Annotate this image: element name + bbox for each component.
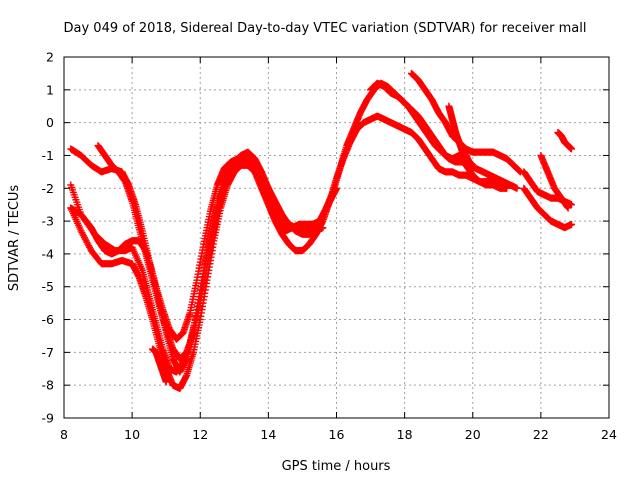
chart-title: Day 049 of 2018, Sidereal Day-to-day VTE…: [64, 21, 587, 36]
x-tick-label: 16: [329, 427, 345, 442]
series-trace-g: [367, 79, 504, 189]
data-point: [513, 184, 521, 192]
y-tick-label: -4: [42, 246, 55, 261]
series-trace-f: [407, 69, 524, 176]
x-tick-label: 20: [465, 427, 481, 442]
y-tick-label: -5: [42, 279, 54, 294]
x-tick-label: 12: [192, 427, 208, 442]
x-tick-label: 8: [60, 427, 68, 442]
data-point: [469, 161, 477, 169]
series-trace-l: [554, 128, 576, 153]
data-point: [333, 184, 340, 192]
data-point: [162, 378, 170, 386]
series-trace-n: [322, 184, 340, 212]
y-tick-label: -7: [42, 345, 54, 360]
data-point: [496, 181, 504, 189]
data-point: [564, 204, 572, 212]
x-tick-label: 18: [397, 427, 413, 442]
x-tick-label: 22: [533, 427, 549, 442]
y-axis-label: SDTVAR / TECUs: [7, 185, 22, 292]
y-tick-label: 1: [46, 82, 54, 97]
x-axis-label: GPS time / hours: [282, 459, 391, 474]
x-tick-label: 24: [601, 427, 617, 442]
data-point: [568, 220, 576, 228]
series-trace-m: [149, 345, 170, 386]
y-tick-label: 2: [46, 50, 54, 65]
y-tick-label: -1: [42, 148, 54, 163]
series-trace-e: [94, 142, 320, 363]
data-point: [319, 224, 327, 232]
series-trace-j: [520, 184, 576, 232]
y-tick-label: -8: [42, 378, 55, 393]
grid: [64, 57, 609, 418]
series-trace-h: [445, 102, 477, 169]
x-tick-label: 14: [260, 427, 276, 442]
data-layer: [67, 69, 576, 392]
y-tick-label: -6: [42, 312, 55, 327]
y-tick-label: -9: [42, 411, 55, 426]
series-trace-k: [537, 151, 572, 212]
y-tick-label: -2: [42, 181, 54, 196]
data-point: [312, 220, 320, 228]
y-tick-label: 0: [46, 115, 54, 130]
y-tick-label: -3: [42, 214, 54, 229]
x-tick-label: 10: [124, 427, 140, 442]
data-point: [568, 145, 576, 153]
